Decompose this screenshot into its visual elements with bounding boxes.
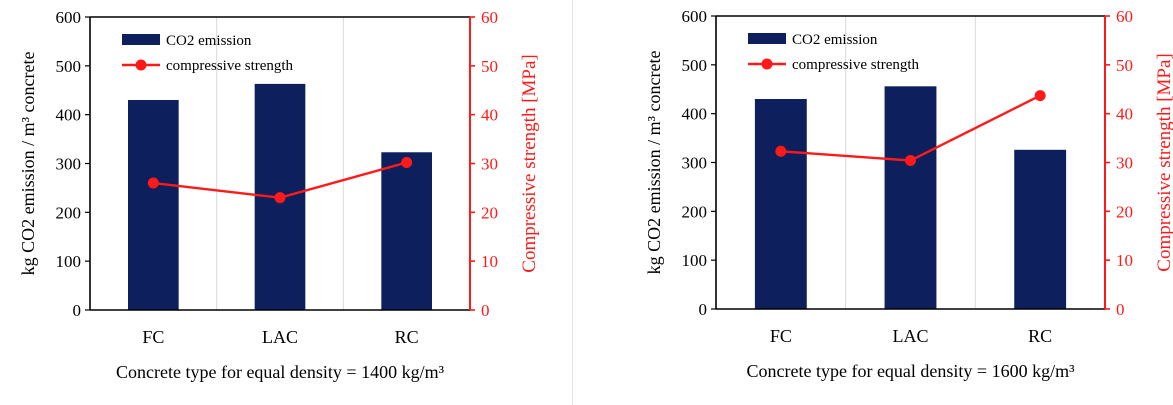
y-tick-label: 600: [682, 7, 708, 26]
bar-co2-rc: [1014, 150, 1066, 309]
x-tick-label: LAC: [262, 327, 298, 347]
bar-co2-lac: [885, 86, 937, 309]
bar-co2-fc: [755, 99, 807, 309]
point-strength-rc: [1035, 90, 1046, 101]
x-tick-label: LAC: [893, 326, 929, 346]
x-axis-title: Concrete type for equal density = 1400 k…: [116, 362, 445, 382]
legend-swatch-strength-marker: [762, 59, 773, 70]
y-tick-label: 200: [682, 202, 708, 221]
y2-tick-label: 10: [481, 252, 498, 271]
point-strength-lac: [905, 155, 916, 166]
bar-co2-rc: [381, 152, 432, 310]
y-tick-label: 600: [56, 8, 82, 27]
y-tick-label: 200: [56, 203, 82, 222]
y2-tick-label: 60: [1116, 7, 1133, 26]
y2-axis-title: Compressive strength [MPa]: [1154, 53, 1173, 271]
point-strength-fc: [148, 178, 159, 189]
legend-swatch-co2: [122, 34, 160, 45]
x-tick-label: RC: [1028, 326, 1052, 346]
point-strength-rc: [401, 157, 412, 168]
y2-tick-label: 60: [481, 8, 498, 27]
y-tick-label: 300: [56, 155, 82, 174]
legend-label-strength: compressive strength: [166, 58, 294, 74]
y-tick-label: 500: [682, 56, 708, 75]
y2-tick-label: 20: [481, 203, 498, 222]
point-strength-fc: [775, 146, 786, 157]
x-axis-title: Concrete type for equal density = 1600 k…: [747, 361, 1076, 381]
y-axis-title: kg CO2 emission / m³ concrete: [644, 51, 664, 275]
y-tick-label: 400: [682, 105, 708, 124]
legend-swatch-co2: [748, 33, 786, 44]
y-tick-label: 0: [73, 301, 82, 320]
chart-right: 0 100 200 300 400 500 600 0 10 20 30 40 50 60 FC LAC RC C…: [573, 0, 1173, 405]
y2-tick-label: 0: [1116, 300, 1125, 319]
legend-swatch-strength-marker: [136, 60, 147, 71]
legend-label-strength: compressive strength: [792, 57, 920, 73]
y2-tick-label: 10: [1116, 251, 1133, 270]
bar-co2-fc: [128, 100, 179, 310]
x-tick-label: FC: [142, 327, 164, 347]
y2-tick-label: 30: [1116, 154, 1133, 173]
x-tick-label: RC: [395, 327, 419, 347]
legend-label-co2: CO2 emission: [166, 33, 252, 49]
y-axis-title: kg CO2 emission / m³ concrete: [18, 52, 38, 276]
y2-tick-label: 20: [1116, 202, 1133, 221]
y-tick-label: 500: [56, 57, 82, 76]
point-strength-lac: [275, 192, 286, 203]
legend-label-co2: CO2 emission: [792, 32, 878, 48]
y-tick-label: 400: [56, 106, 82, 125]
y2-tick-label: 50: [1116, 56, 1133, 75]
y-tick-label: 300: [682, 154, 708, 173]
y2-tick-label: 0: [481, 301, 490, 320]
y2-tick-label: 40: [481, 106, 498, 125]
y2-tick-label: 40: [1116, 105, 1133, 124]
y-tick-label: 100: [56, 252, 82, 271]
y-tick-label: 0: [699, 300, 708, 319]
x-tick-label: FC: [770, 326, 792, 346]
y2-axis-title: Compressive strength [MPa]: [519, 54, 540, 272]
y2-tick-label: 30: [481, 155, 498, 174]
y2-tick-label: 50: [481, 57, 498, 76]
chart-left: 0 100 200 300 400 500 600 0 10 20 30 40 50 60 FC LAC RC C…: [0, 0, 573, 405]
y-tick-label: 100: [682, 251, 708, 270]
